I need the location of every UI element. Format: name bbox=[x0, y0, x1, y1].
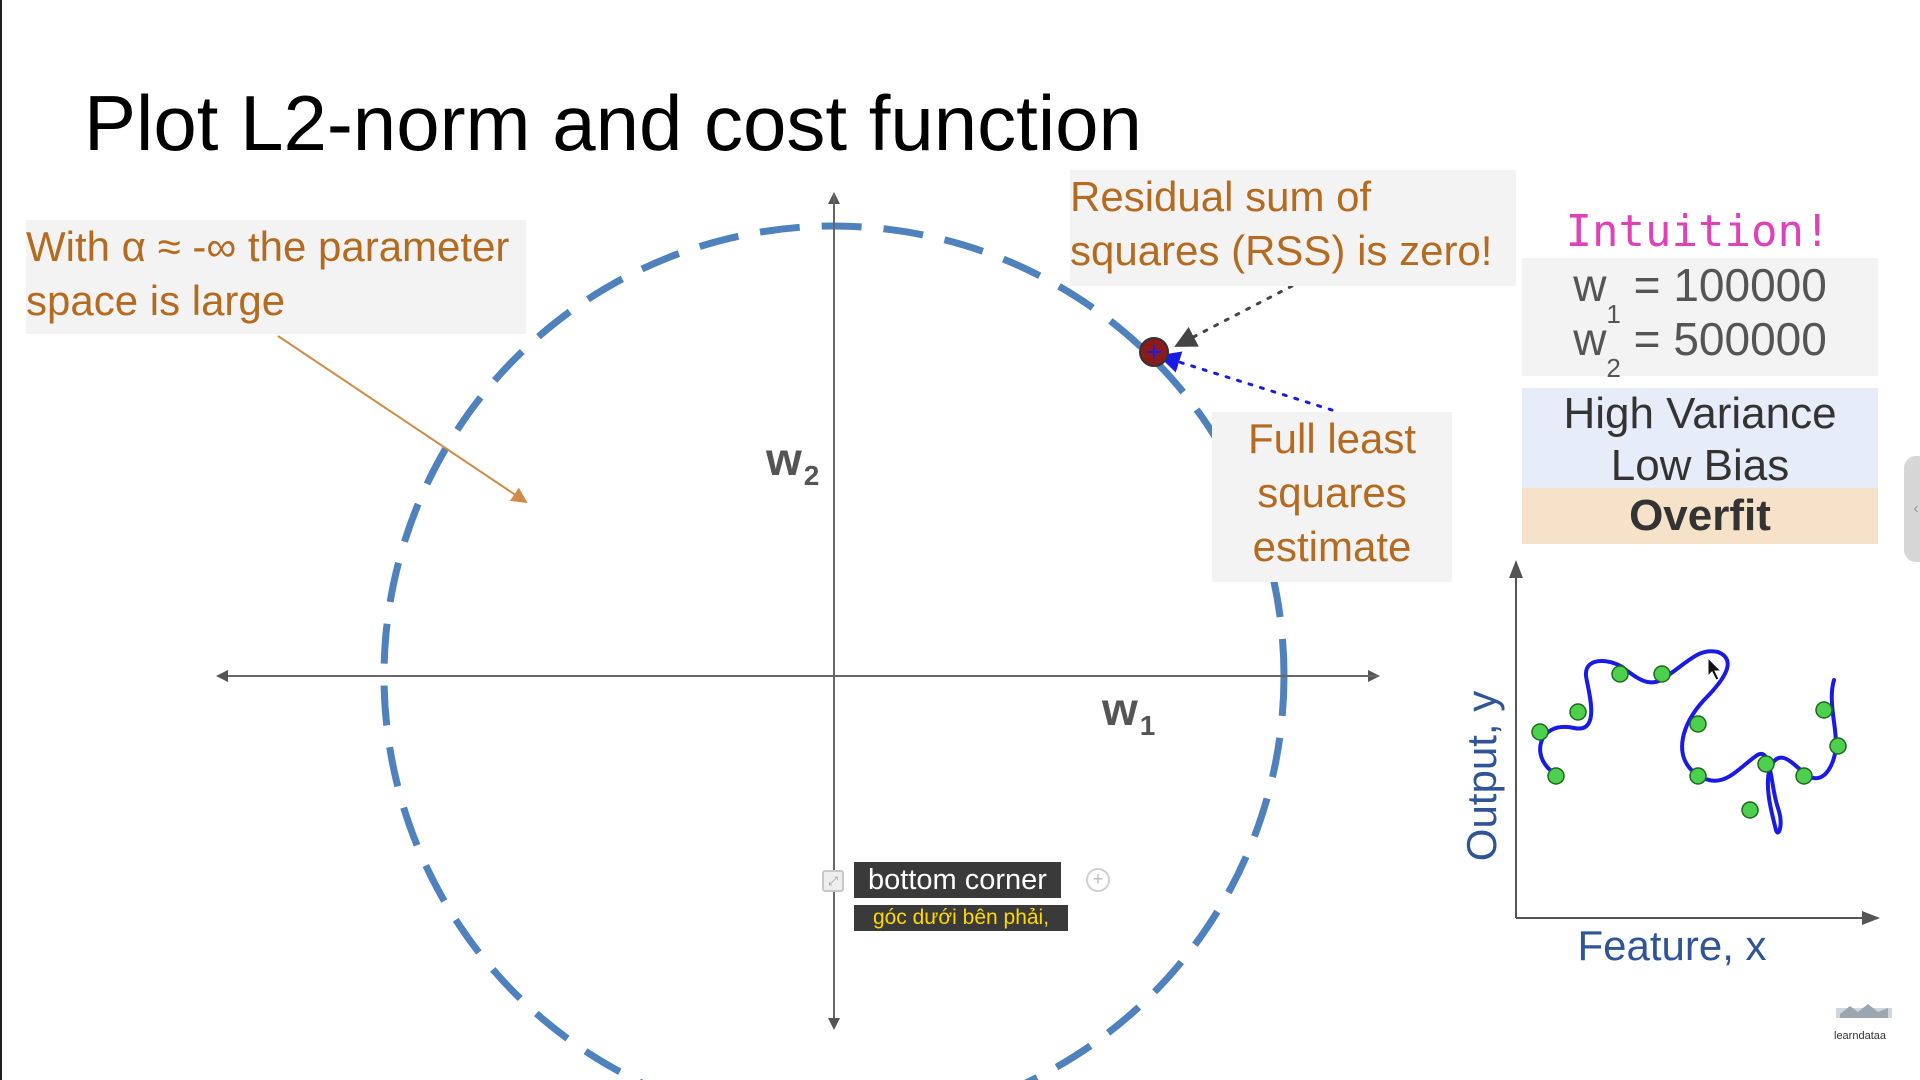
w1-name: w bbox=[1573, 259, 1607, 311]
least-squares-pointer-arrow bbox=[1158, 351, 1334, 412]
data-point bbox=[1815, 701, 1833, 719]
caption-english: bottom corner bbox=[854, 862, 1061, 898]
w2-label-sub: 2 bbox=[803, 460, 820, 492]
overfit-label: Overfit bbox=[1522, 488, 1878, 544]
rss-note: Residual sum of squares (RSS) is zero! bbox=[1070, 170, 1516, 286]
w2-value: = 500000 bbox=[1620, 313, 1827, 365]
expand-icon[interactable]: ⤢ bbox=[822, 870, 844, 892]
bias-text: Low Bias bbox=[1610, 441, 1790, 490]
plus-circle-icon[interactable]: + bbox=[1086, 868, 1110, 892]
data-point bbox=[1611, 665, 1629, 683]
data-point bbox=[1689, 767, 1707, 785]
data-point bbox=[1741, 801, 1759, 819]
w2-name: w bbox=[1573, 313, 1607, 365]
least-squares-note-line3: estimate bbox=[1252, 523, 1412, 570]
w1-axis-label: w1 bbox=[1102, 682, 1155, 741]
mouse-cursor-icon bbox=[1707, 656, 1723, 681]
rss-pointer-arrow bbox=[1174, 284, 1294, 348]
w1-label-sub: 1 bbox=[1139, 710, 1156, 742]
rss-note-line2: squares (RSS) is zero! bbox=[1070, 227, 1493, 274]
data-point bbox=[1653, 665, 1671, 683]
w2-axis-label: w2 bbox=[766, 432, 819, 491]
data-point bbox=[1795, 767, 1813, 785]
least-squares-note-line1: Full least bbox=[1247, 415, 1417, 462]
overfit-curve bbox=[1538, 649, 1839, 835]
w1-label-main: w bbox=[1102, 683, 1138, 735]
data-point bbox=[1547, 767, 1565, 785]
rss-note-line1: Residual sum of bbox=[1070, 173, 1372, 220]
parameter-space-note-line2: space is large bbox=[26, 277, 286, 324]
parameter-space-note: With α ≈ -∞ the parameter space is large bbox=[26, 220, 526, 334]
least-squares-note-line2: squares bbox=[1257, 469, 1407, 516]
w2-sub: 2 bbox=[1606, 353, 1621, 384]
chevron-left-icon: ‹ bbox=[1913, 500, 1919, 517]
w2-row: w2 = 500000 bbox=[1522, 312, 1878, 383]
training-points bbox=[1531, 665, 1847, 819]
w2-label-main: w bbox=[766, 433, 802, 485]
parameter-space-arrow bbox=[277, 335, 528, 504]
data-point bbox=[1531, 723, 1549, 741]
mini-x-label: Feature, x bbox=[1577, 922, 1766, 969]
logo-text: learndataa bbox=[1834, 1030, 1886, 1042]
data-point bbox=[1757, 755, 1775, 773]
slide-title: Plot L2-norm and cost function bbox=[84, 79, 1142, 167]
data-point bbox=[1829, 737, 1847, 755]
variance-bias-box: High Variance Low Bias bbox=[1522, 388, 1878, 490]
data-point bbox=[1689, 715, 1707, 733]
variance-text: High Variance bbox=[1563, 389, 1837, 438]
w1-sub: 1 bbox=[1606, 299, 1621, 330]
window-edge bbox=[0, 0, 2, 1080]
parameter-space-note-line1: With α ≈ -∞ the parameter bbox=[26, 223, 510, 270]
weights-box: w1 = 100000 w2 = 500000 bbox=[1522, 258, 1878, 383]
data-point bbox=[1569, 703, 1587, 721]
side-panel-handle[interactable]: ‹ bbox=[1904, 456, 1920, 562]
intuition-heading: Intuition! bbox=[1565, 206, 1831, 257]
w1-row: w1 = 100000 bbox=[1522, 258, 1878, 329]
least-squares-note: Full least squares estimate bbox=[1212, 412, 1452, 582]
w1-value: = 100000 bbox=[1620, 259, 1827, 311]
mini-y-label: Output, y bbox=[1458, 691, 1505, 861]
logo-image bbox=[1836, 1004, 1892, 1018]
caption-vietnamese: góc dưới bên phải, bbox=[854, 905, 1068, 931]
